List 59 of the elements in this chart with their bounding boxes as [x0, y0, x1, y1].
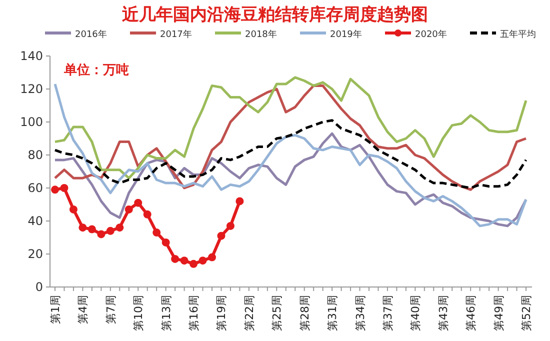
y-tick-label: 20 [28, 247, 43, 261]
point [116, 224, 124, 232]
legend-label: 2018年 [245, 29, 277, 40]
x-tick-label: 第46周 [464, 295, 478, 331]
x-tick-label: 第37周 [381, 295, 394, 331]
x-tick-label: 第31周 [326, 295, 340, 331]
y-tick-label: 100 [20, 115, 43, 129]
y-tick-label: 140 [20, 49, 43, 63]
x-tick-label: 第34周 [354, 295, 367, 331]
legend-label: 五年平均 [500, 29, 536, 40]
line-series [54, 82, 528, 228]
point [198, 256, 207, 265]
legend-label: 2017年 [160, 29, 192, 40]
x-tick-label: 第52周 [520, 295, 533, 331]
point [88, 225, 96, 234]
y-tick-label: 120 [20, 82, 43, 96]
legend-label: 2016年 [75, 29, 107, 40]
x-tick-label: 第10周 [132, 295, 146, 331]
x-tick-label: 第22周 [242, 295, 256, 331]
y-tick-label: 60 [28, 181, 43, 195]
point [236, 197, 244, 206]
x-tick-label: 第40周 [409, 295, 422, 331]
x-tick-label: 第43周 [436, 295, 450, 331]
line-series [54, 84, 528, 191]
legend-label: 2020年 [415, 29, 447, 40]
x-tick-label: 第49周 [492, 295, 506, 331]
point [78, 224, 87, 232]
x-tick-label: 第13周 [160, 295, 173, 331]
y-tick-label: 40 [28, 214, 43, 228]
point [171, 254, 180, 263]
point [134, 198, 142, 207]
point [208, 253, 216, 262]
x-tick-label: 第16周 [188, 295, 201, 331]
point [180, 256, 188, 265]
x-tick-label: 第4周 [76, 295, 90, 324]
point [190, 260, 198, 268]
point [152, 228, 161, 237]
point [51, 186, 59, 194]
x-tick-label: 第19周 [215, 295, 228, 331]
x-tick-label: 第28周 [298, 295, 312, 331]
point [69, 205, 78, 214]
y-tick-label: 0 [35, 280, 43, 294]
annotation: 单位：万吨 [63, 62, 129, 78]
legend-label: 2019年 [330, 29, 362, 40]
x-tick-label: 第1周 [49, 295, 62, 324]
point [124, 205, 133, 214]
point [97, 230, 106, 238]
chart-title: 近几年国内沿海豆粕结转库存周度趋势图 [121, 5, 428, 25]
line-series [54, 119, 528, 190]
point [143, 210, 152, 218]
y-tick-label: 80 [28, 148, 43, 162]
point [162, 238, 170, 246]
line-series [54, 76, 528, 180]
point [106, 226, 114, 235]
point [226, 222, 234, 230]
point [60, 184, 68, 192]
x-tick-label: 第7周 [104, 295, 118, 324]
point [217, 232, 226, 240]
x-tick-label: 第25周 [270, 295, 284, 331]
